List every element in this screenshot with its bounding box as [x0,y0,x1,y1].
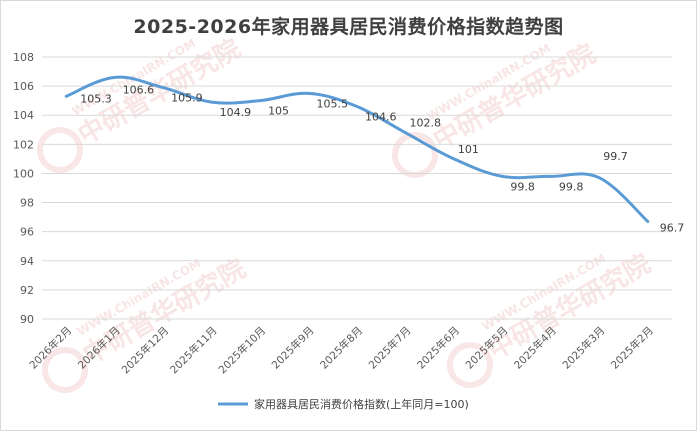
data-label: 102.8 [409,117,441,130]
watermark-logo [42,347,88,393]
x-tick-label: 2025年2月 [608,324,656,372]
data-label: 96.7 [660,221,685,234]
y-tick-label: 102 [13,138,34,151]
y-tick-label: 106 [13,80,34,93]
x-tick-label: 2025年10月 [216,324,268,376]
plot-area [64,75,650,223]
data-label: 99.7 [603,150,628,163]
data-label: 99.8 [559,180,584,193]
data-label: 105.3 [80,92,112,105]
y-tick-label: 90 [20,313,34,326]
x-tick-label: 2025年8月 [317,324,365,372]
chart-title: 2025-2026年家用器具居民消费价格指数趋势图 [133,16,564,38]
x-tick-label: 2025年3月 [560,324,608,372]
data-label: 106.6 [123,83,155,96]
series-line [64,75,650,223]
y-tick-label: 100 [13,167,34,180]
legend: 家用器具居民消费价格指数(上年同月=100) [218,397,469,411]
data-label: 104.9 [220,106,252,119]
y-tick-label: 92 [20,284,34,297]
watermark-logo [37,127,83,173]
data-label: 99.8 [510,180,535,193]
watermark-logo [447,342,493,388]
x-tick-label: 2025年7月 [366,324,414,372]
y-tick-label: 104 [13,109,34,122]
y-tick-label: 94 [20,255,34,268]
y-axis: 108 106 104 102 100 98 96 94 92 90 [13,51,34,326]
data-label: 105.5 [317,97,349,110]
y-tick-label: 108 [13,51,34,64]
y-tick-label: 98 [20,197,34,210]
data-label: 101 [458,143,479,156]
watermark-logo [392,132,438,178]
data-labels: 105.3 106.6 105.9 104.9 105 105.5 104.6 102.8 10… [80,83,684,234]
grid-lines [42,56,672,320]
data-label: 105 [268,105,289,118]
data-label: 105.9 [171,92,203,105]
x-tick-label: 2025年9月 [269,324,317,372]
y-tick-label: 96 [20,226,34,239]
legend-label: 家用器具居民消费价格指数(上年同月=100) [254,397,469,411]
x-tick-label: 2025年11月 [167,324,219,376]
data-label: 104.6 [365,110,397,123]
